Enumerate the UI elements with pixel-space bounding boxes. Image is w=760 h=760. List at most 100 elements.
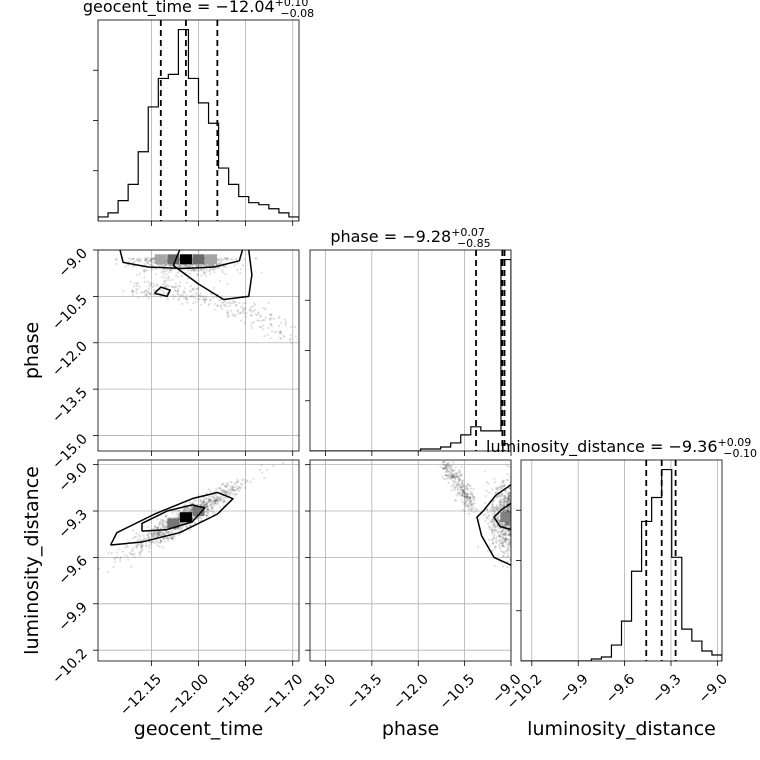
sample-point xyxy=(202,299,205,302)
sample-point xyxy=(224,492,227,496)
sample-point xyxy=(208,263,211,266)
sample-point xyxy=(152,257,155,260)
sample-point xyxy=(468,495,472,498)
sample-point xyxy=(508,487,511,490)
sample-point xyxy=(472,511,476,514)
sample-point xyxy=(263,319,266,322)
sample-point xyxy=(233,489,236,492)
sample-point xyxy=(458,478,461,482)
sample-point xyxy=(470,492,473,495)
sample-point xyxy=(508,492,511,495)
sample-point xyxy=(503,494,507,497)
y-tick-label-luminosity_distance: −10.2 xyxy=(49,646,91,688)
sample-point xyxy=(254,313,257,316)
sample-point xyxy=(507,507,510,510)
sample-point xyxy=(156,526,159,529)
sample-point xyxy=(258,468,261,472)
sample-point xyxy=(491,518,495,521)
sample-point xyxy=(460,482,463,485)
sample-point xyxy=(508,523,511,526)
sample-point xyxy=(188,501,191,504)
sample-point xyxy=(132,529,135,532)
sample-point xyxy=(498,499,501,502)
sample-point xyxy=(444,474,448,477)
sample-point xyxy=(180,275,183,278)
sample-point xyxy=(209,509,212,513)
sample-point xyxy=(454,466,457,469)
sample-point xyxy=(171,535,174,538)
sample-point xyxy=(167,285,170,288)
sample-point xyxy=(162,273,165,276)
sample-point xyxy=(145,541,148,544)
sample-point xyxy=(251,305,254,308)
sample-point xyxy=(209,507,212,510)
sample-point xyxy=(167,264,171,267)
sample-point xyxy=(130,549,133,553)
sample-point xyxy=(500,541,503,544)
title-plus: +0.07 xyxy=(451,226,485,239)
sample-point xyxy=(449,467,453,470)
sample-point xyxy=(164,270,168,273)
panel-title-geocent_time: geocent_time = −12.04+0.10 −0.08 xyxy=(83,0,314,20)
sample-point xyxy=(502,510,505,513)
sample-point xyxy=(497,534,500,538)
sample-point xyxy=(151,534,155,537)
sample-point xyxy=(489,510,493,513)
sample-point xyxy=(158,521,162,524)
sample-point xyxy=(507,494,510,497)
sample-point xyxy=(222,301,225,304)
sample-point xyxy=(215,499,219,502)
sample-point xyxy=(145,293,149,297)
sample-point xyxy=(131,552,134,556)
sample-point xyxy=(152,532,155,536)
sample-point xyxy=(181,302,184,305)
sample-point xyxy=(131,257,135,260)
sample-point xyxy=(163,282,166,285)
sample-point xyxy=(507,545,511,549)
sample-point xyxy=(495,536,498,539)
sample-point xyxy=(172,297,175,301)
sample-point xyxy=(160,264,163,267)
sample-point xyxy=(277,317,280,320)
sample-point xyxy=(178,285,182,288)
sample-point xyxy=(153,288,156,292)
sample-point xyxy=(439,465,442,468)
sample-point xyxy=(290,325,293,329)
sample-point xyxy=(250,324,253,327)
sample-point xyxy=(456,482,460,485)
sample-point xyxy=(453,487,456,490)
sample-point xyxy=(501,523,504,526)
sample-point xyxy=(150,532,153,535)
sample-point xyxy=(492,520,495,524)
sample-point xyxy=(462,489,465,492)
grid-lines xyxy=(98,249,299,451)
sample-point xyxy=(228,494,232,497)
sample-point xyxy=(490,521,493,524)
sample-point xyxy=(212,499,216,502)
sample-point xyxy=(495,505,498,508)
sample-point xyxy=(450,472,453,475)
sample-point xyxy=(256,319,259,322)
sample-point xyxy=(131,290,134,293)
sample-point xyxy=(508,499,511,502)
sample-point xyxy=(198,520,201,523)
sample-point xyxy=(133,282,136,285)
y-tick-label-phase: −9.0 xyxy=(55,246,90,281)
sample-point xyxy=(459,474,462,477)
sample-point xyxy=(191,265,194,268)
sample-point xyxy=(202,272,205,275)
sample-point xyxy=(506,497,509,500)
sample-point xyxy=(209,504,212,508)
sample-point xyxy=(449,474,452,477)
sample-point xyxy=(218,258,221,261)
sample-point xyxy=(460,473,463,476)
sample-point xyxy=(509,541,511,544)
sample-point xyxy=(191,263,194,267)
sample-point xyxy=(217,497,220,501)
sample-point xyxy=(289,337,292,340)
sample-point xyxy=(499,546,502,550)
sample-point xyxy=(165,537,169,540)
sample-point xyxy=(235,480,238,484)
sample-point xyxy=(202,296,205,299)
sample-point xyxy=(503,502,506,505)
